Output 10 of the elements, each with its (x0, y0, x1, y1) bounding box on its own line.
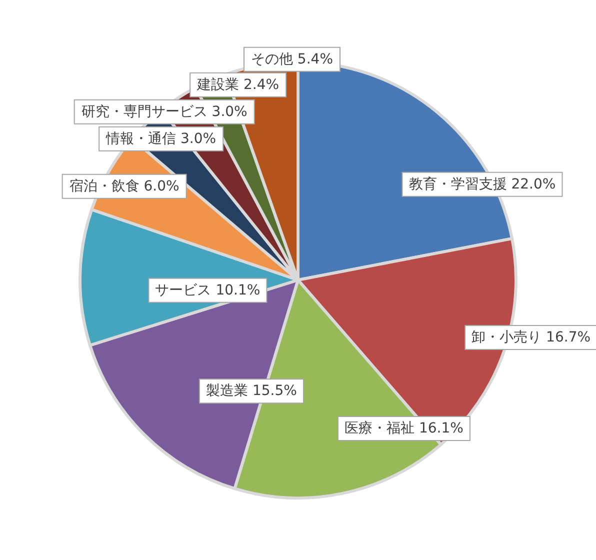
slice-label: 情報・通信 3.0% (105, 130, 216, 147)
slice-label: 建設業 2.4% (196, 76, 280, 93)
slice-label: 卸・小売り 16.7% (472, 330, 591, 346)
slice-label: 研究・専門サービス 3.0% (81, 104, 248, 120)
slice-label: 宿泊・飲食 6.0% (69, 178, 180, 194)
slice-label: その他 5.4% (250, 51, 334, 68)
slice-label: 製造業 15.5% (206, 383, 297, 400)
slice-label: 医療・福祉 16.1% (344, 420, 464, 436)
slice-label: 教育・学習支援 22.0% (408, 175, 556, 192)
slice-label: サービス 10.1% (155, 282, 260, 298)
